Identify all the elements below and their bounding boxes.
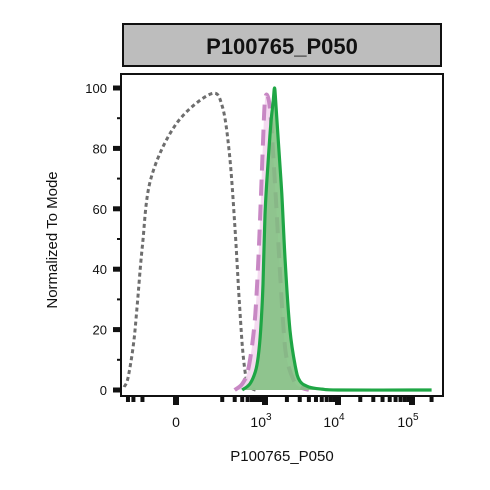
x-minor-tick: [220, 396, 225, 402]
x-minor-tick: [398, 396, 403, 402]
y-tick-label: 80: [93, 141, 107, 156]
x-axis-label: P100765_P050: [230, 448, 333, 465]
x-tick-exponent: 5: [413, 412, 419, 423]
x-minor-tick: [256, 396, 261, 402]
plot-frame: [120, 73, 444, 397]
y-minor-tick: [117, 177, 121, 180]
y-tick-label: 20: [93, 323, 107, 338]
x-tick-label: 0: [172, 414, 180, 430]
x-tick-mark: [409, 396, 415, 405]
x-minor-tick: [324, 396, 329, 402]
x-minor-tick: [297, 396, 302, 402]
x-minor-tick: [358, 396, 363, 402]
x-minor-tick: [140, 396, 145, 402]
y-axis-label: Normalized To Mode: [44, 171, 61, 308]
y-tick-label: 100: [85, 81, 107, 96]
x-minor-tick: [406, 396, 411, 402]
y-minor-tick: [117, 358, 121, 361]
y-minor-tick: [117, 298, 121, 301]
y-tick-label: 40: [93, 262, 107, 277]
x-minor-tick: [402, 396, 407, 402]
x-minor-tick: [284, 396, 289, 402]
x-minor-tick: [232, 396, 237, 402]
x-minor-tick: [371, 396, 376, 402]
x-minor-tick: [319, 396, 324, 402]
y-tick-label: 60: [93, 202, 107, 217]
y-tick-mark: [113, 145, 121, 151]
x-tick-mark: [335, 396, 341, 405]
y-tick-mark: [113, 387, 121, 393]
series-1-line: [233, 92, 310, 392]
series-2-fill: [242, 88, 432, 391]
x-minor-tick: [245, 396, 250, 402]
y-axis: 0 20 40 60 80 100: [85, 81, 121, 398]
y-minor-tick: [117, 117, 121, 120]
series-2-line: [241, 86, 432, 392]
x-minor-tick: [249, 396, 254, 402]
x-axis: 0 103 104 105: [125, 396, 434, 430]
x-tick-exponent: 3: [266, 412, 272, 423]
x-minor-tick: [387, 396, 392, 402]
x-minor-tick: [393, 396, 398, 402]
chart-title: P100765_P050: [206, 34, 358, 59]
x-minor-tick: [306, 396, 311, 402]
title-banner: [122, 23, 442, 67]
x-minor-tick: [429, 396, 434, 402]
x-tick-label: 103: [250, 412, 272, 430]
x-tick-label: 104: [323, 412, 345, 430]
x-minor-tick: [328, 396, 333, 402]
x-tick-mark: [262, 396, 268, 405]
x-minor-tick: [380, 396, 385, 402]
x-minor-tick: [253, 396, 258, 402]
x-tick-label: 105: [397, 412, 419, 430]
y-tick-label: 0: [100, 383, 107, 398]
y-tick-mark: [113, 266, 121, 272]
x-minor-tick: [125, 396, 130, 402]
y-tick-mark: [113, 206, 121, 212]
x-minor-tick: [313, 396, 318, 402]
x-tick-mark: [173, 396, 179, 405]
y-minor-tick: [117, 238, 121, 240]
x-minor-tick: [258, 396, 263, 402]
x-tick-exponent: 4: [339, 412, 345, 423]
y-tick-mark: [113, 327, 121, 333]
x-minor-tick: [332, 396, 337, 402]
series-0-line: [122, 91, 259, 392]
x-minor-tick: [131, 396, 136, 402]
plot-area: [122, 86, 432, 392]
y-tick-mark: [113, 85, 121, 91]
x-minor-tick: [240, 396, 245, 402]
